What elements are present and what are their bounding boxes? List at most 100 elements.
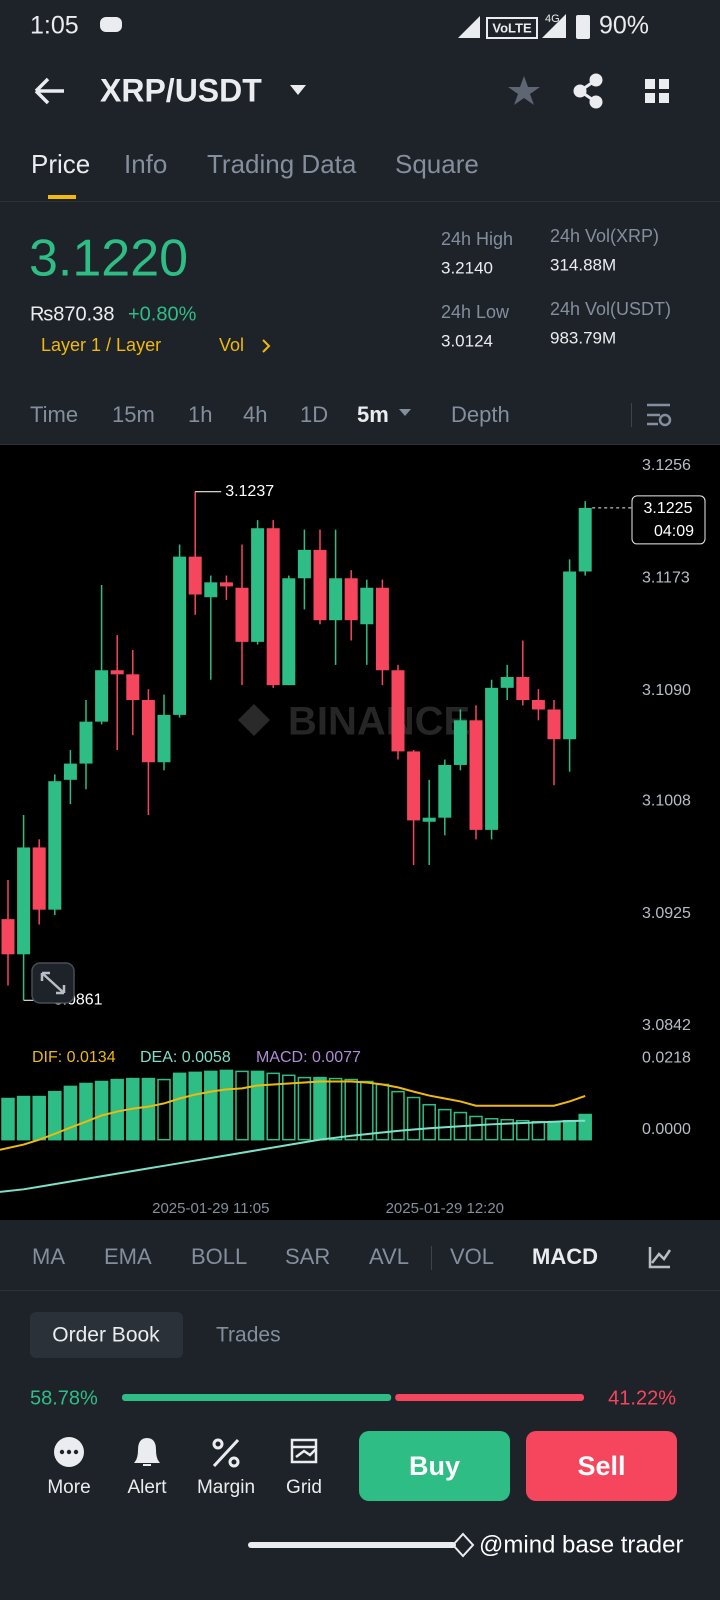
stat-label: 24h Low	[441, 302, 510, 322]
buy-label[interactable]: Buy	[409, 1451, 460, 1481]
candle-body	[485, 687, 499, 830]
macd-bar	[94, 1080, 109, 1141]
macd-bar	[48, 1090, 62, 1141]
indicator[interactable]: BOLL	[191, 1244, 247, 1269]
stat-value: 3.0124	[441, 331, 493, 350]
x-tick-label: 2025-01-29 12:20	[386, 1200, 504, 1217]
buy-button[interactable]	[359, 1431, 510, 1501]
grid-icon[interactable]	[290, 1438, 318, 1464]
candle-body	[360, 587, 374, 625]
macd-bar	[266, 1072, 280, 1141]
macd-bar	[141, 1077, 156, 1141]
candle-body	[157, 714, 171, 763]
divider	[0, 1290, 720, 1291]
chart-settings[interactable]	[647, 403, 672, 427]
tab-price[interactable]: Price	[31, 149, 90, 179]
macd-bar	[297, 1076, 312, 1141]
candle-body	[141, 700, 155, 763]
grid-button[interactable]	[645, 79, 669, 103]
share-button[interactable]	[573, 73, 603, 109]
indicator[interactable]: AVL	[369, 1244, 409, 1269]
candle-body	[110, 670, 124, 675]
indicator[interactable]: MA	[32, 1244, 65, 1269]
y-tick-label: 3.0925	[642, 905, 691, 922]
candle-body	[126, 674, 140, 701]
chart-watermark: BINANCE	[288, 700, 470, 744]
tab-trades[interactable]: Trades	[216, 1324, 281, 1347]
macd-bar	[110, 1078, 124, 1141]
interval[interactable]: 4h	[243, 402, 267, 427]
macd-bar	[547, 1120, 561, 1141]
interval-active[interactable]: 5m	[357, 402, 389, 427]
candle-body	[48, 781, 62, 910]
tab-trading-data[interactable]: Trading Data	[207, 149, 357, 179]
indicator[interactable]: EMA	[104, 1244, 152, 1269]
candle-body	[329, 578, 343, 621]
ratio-bar	[122, 1394, 584, 1401]
y-tick-label: 3.0842	[642, 1017, 691, 1034]
macd-bar	[313, 1076, 327, 1141]
macd-bar	[360, 1080, 374, 1141]
expand-button[interactable]	[31, 962, 75, 1004]
back-button[interactable]	[34, 77, 64, 105]
sell-label[interactable]: Sell	[577, 1451, 625, 1481]
indicator[interactable]: SAR	[285, 1244, 330, 1269]
price-change: +0.80%	[128, 303, 197, 325]
pair-title[interactable]: XRP/USDT	[100, 72, 262, 108]
indicator-active[interactable]: MACD	[532, 1244, 598, 1269]
current-price-box	[631, 495, 706, 545]
candle-body	[438, 764, 452, 818]
candle-body	[453, 720, 467, 765]
interval[interactable]: 1h	[188, 402, 212, 427]
tag[interactable]: Layer 1 / Layer	[41, 335, 161, 355]
action-label[interactable]: Alert	[127, 1477, 167, 1498]
tag[interactable]: Vol	[219, 335, 244, 355]
candle-body	[63, 763, 77, 780]
candle-body	[531, 700, 545, 710]
signal-icon	[542, 14, 566, 38]
countdown: 04:09	[654, 523, 694, 540]
battery-icon	[576, 15, 590, 39]
tab-square[interactable]: Square	[395, 149, 479, 179]
candle-body	[204, 582, 218, 598]
interval[interactable]: 15m	[112, 402, 155, 427]
favorite-button[interactable]	[508, 76, 540, 105]
action-label[interactable]: Grid	[286, 1477, 322, 1498]
stat-value: 983.79M	[550, 328, 616, 347]
macd-bar	[469, 1115, 483, 1141]
candle-body	[469, 720, 483, 830]
pair-dropdown[interactable]	[290, 85, 306, 95]
macd-bar	[282, 1074, 296, 1141]
action-label[interactable]: Margin	[197, 1477, 255, 1498]
tab-info[interactable]: Info	[124, 149, 167, 179]
tab-order-book[interactable]: Order Book	[52, 1324, 160, 1347]
watermark: @mind base trader	[479, 1531, 683, 1558]
margin-icon[interactable]	[212, 1438, 240, 1468]
macd-legend: DIF: 0.0134	[32, 1049, 116, 1066]
action-label[interactable]: More	[47, 1477, 90, 1498]
watermark-logo	[238, 704, 270, 736]
interval-dropdown[interactable]	[399, 409, 411, 416]
candle-body	[297, 549, 311, 579]
indicator-settings[interactable]	[648, 1247, 672, 1269]
alert-icon[interactable]	[134, 1437, 160, 1466]
candle-body	[547, 709, 561, 740]
interval[interactable]: Time	[30, 402, 78, 427]
buy-ratio-bar	[122, 1394, 392, 1401]
tab-indicator	[48, 195, 76, 199]
candle-body	[266, 528, 280, 686]
home-indicator	[248, 1542, 456, 1548]
macd-bar	[219, 1069, 234, 1141]
stat-value: 314.88M	[550, 255, 616, 274]
candle-body	[516, 677, 530, 701]
x-tick-label: 2025-01-29 11:05	[152, 1200, 269, 1217]
macd-bar	[391, 1090, 405, 1141]
more-icon[interactable]	[54, 1437, 84, 1467]
sell-button[interactable]	[526, 1431, 677, 1501]
indicator[interactable]: VOL	[450, 1244, 494, 1269]
interval[interactable]: Depth	[451, 402, 510, 427]
candle-body	[313, 549, 327, 621]
indicator-bar	[0, 1220, 720, 1290]
interval[interactable]: 1D	[300, 402, 328, 427]
